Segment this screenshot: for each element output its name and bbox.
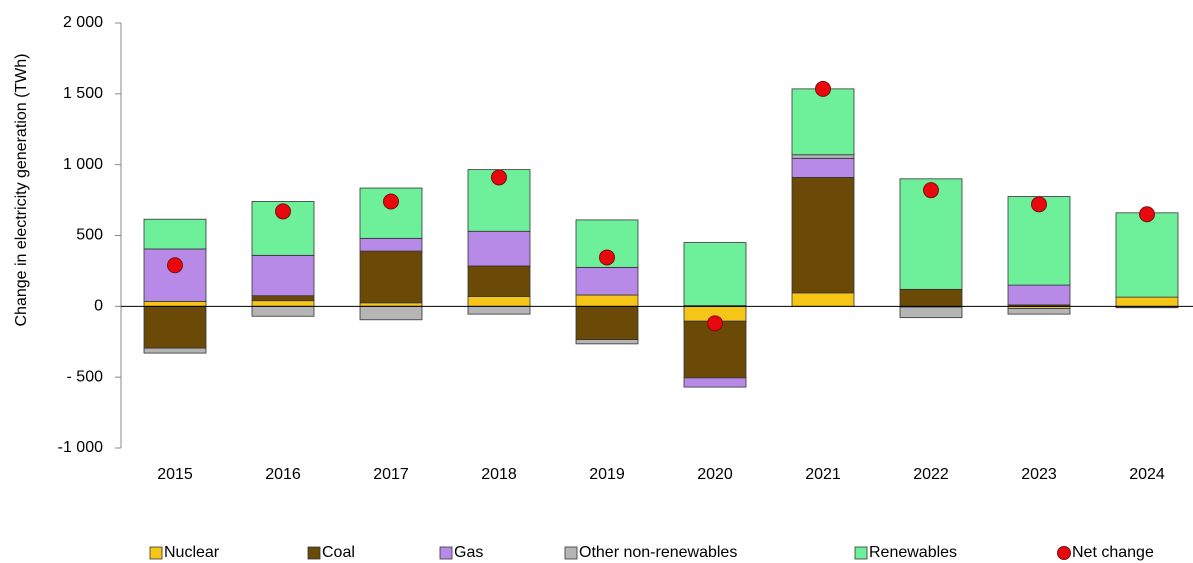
bar-segment xyxy=(791,177,855,294)
bar-segment xyxy=(575,294,639,307)
legend-swatch xyxy=(439,546,453,560)
bar-segment xyxy=(359,250,423,304)
x-tick-label: 2023 xyxy=(1021,466,1057,483)
legend-label: Gas xyxy=(454,544,483,561)
bar-segment xyxy=(1115,212,1179,298)
y-tick-label: 0 xyxy=(94,298,103,315)
bar-segment xyxy=(359,237,423,252)
legend-label: Coal xyxy=(322,544,355,561)
bar-segment xyxy=(1007,308,1071,315)
bar-segment xyxy=(575,266,639,296)
y-tick-label: -1 000 xyxy=(58,439,103,456)
x-tick-label: 2020 xyxy=(697,466,733,483)
bar-segment xyxy=(467,296,531,307)
net-change-dot xyxy=(1139,206,1155,223)
bar-segment xyxy=(359,305,423,321)
y-tick-label: 500 xyxy=(76,227,103,244)
bar-segment xyxy=(143,305,207,349)
x-tick-label: 2016 xyxy=(265,466,301,483)
y-tick-label: 1 000 xyxy=(63,156,103,173)
bar-segment xyxy=(251,254,315,297)
net-change-dot xyxy=(167,257,183,274)
bar-segment xyxy=(791,292,855,307)
x-tick-label: 2022 xyxy=(913,466,949,483)
net-change-dot xyxy=(599,249,615,266)
bar-segment xyxy=(467,230,531,267)
net-change-dot xyxy=(815,80,831,97)
bar-segment xyxy=(683,377,747,388)
bar-segment xyxy=(467,265,531,297)
bar-segment xyxy=(575,339,639,345)
legend-label: Net change xyxy=(1072,544,1154,561)
legend-swatch xyxy=(1057,546,1071,560)
x-tick-label: 2018 xyxy=(481,466,517,483)
legend-label: Nuclear xyxy=(164,544,220,561)
bar-segment xyxy=(467,305,531,315)
y-tick-label: 1 500 xyxy=(63,85,103,102)
bar-segment xyxy=(683,242,747,307)
x-tick-label: 2021 xyxy=(805,466,841,483)
net-change-dot xyxy=(491,169,507,186)
net-change-dot xyxy=(275,203,291,220)
bar-segment xyxy=(251,295,315,302)
y-tick-label: 2 000 xyxy=(63,14,103,31)
bar-segment xyxy=(1115,296,1179,307)
bar-segment xyxy=(143,300,207,307)
bar-segment xyxy=(791,157,855,178)
bar-segment xyxy=(791,88,855,156)
bar-segment xyxy=(1007,284,1071,306)
legend-swatch xyxy=(564,546,578,560)
x-tick-label: 2017 xyxy=(373,466,409,483)
bar-segment xyxy=(143,218,207,250)
bar-segment xyxy=(791,154,855,159)
x-tick-label: 2019 xyxy=(589,466,625,483)
bar-segment xyxy=(899,306,963,319)
y-tick-label: - 500 xyxy=(67,368,104,385)
legend-swatch xyxy=(149,546,163,560)
bar-segment xyxy=(575,305,639,341)
x-tick-label: 2015 xyxy=(157,466,193,483)
legend-label: Renewables xyxy=(869,544,957,561)
bar-segment xyxy=(359,302,423,307)
y-axis-label: Change in electricity generation (TWh) xyxy=(13,53,30,326)
net-change-dot xyxy=(1031,196,1047,213)
x-tick-label: 2024 xyxy=(1129,466,1165,483)
bar-segment xyxy=(143,347,207,354)
net-change-dot xyxy=(707,315,723,332)
bar-segment xyxy=(899,288,963,307)
bar-segment xyxy=(251,305,315,317)
net-change-dot xyxy=(923,182,939,199)
legend-swatch xyxy=(854,546,868,560)
net-change-dot xyxy=(383,193,399,210)
legend-label: Other non-renewables xyxy=(579,544,737,561)
bar-segment xyxy=(251,300,315,307)
bar-segment xyxy=(143,248,207,302)
legend-swatch xyxy=(307,546,321,560)
